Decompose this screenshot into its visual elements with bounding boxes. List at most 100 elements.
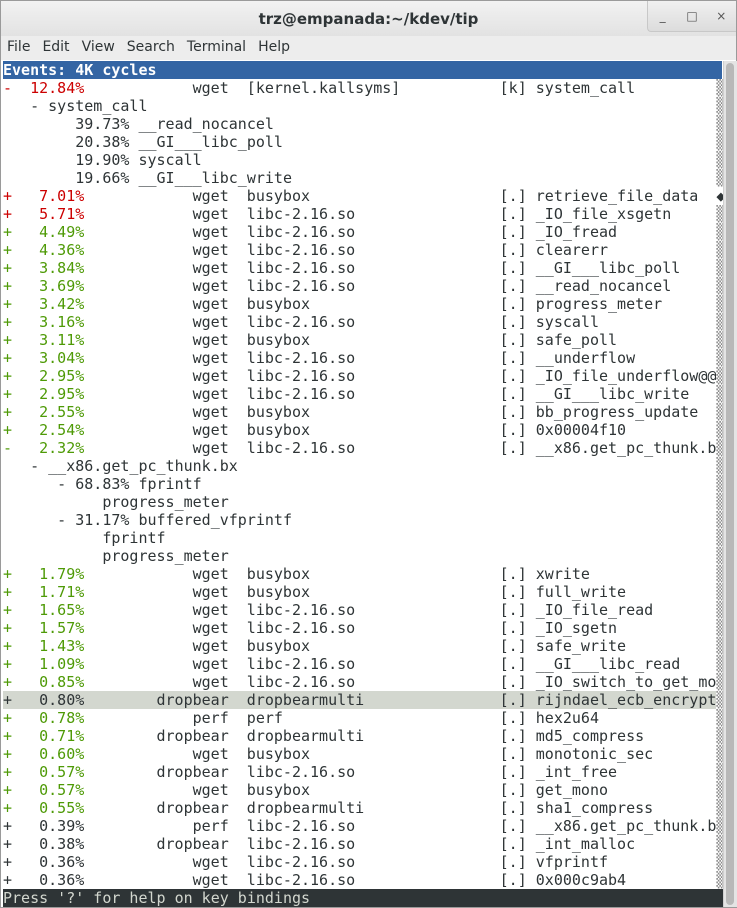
callchain-row[interactable]: 19.66% __GI___libc_write ▒	[3, 169, 725, 187]
symbol-name: 0x00004f10	[535, 421, 627, 439]
menu-terminal[interactable]: Terminal	[186, 39, 247, 55]
hist-entry-row[interactable]: - 2.32% wget libc-2.16.so [.] __x86.get_pc_th…	[3, 439, 725, 457]
symbol-level: [.]	[499, 439, 527, 457]
symbol-level: [.]	[499, 709, 527, 727]
status-text: Press '?' for help on key bindings	[3, 889, 311, 907]
scroll-track-glyph: ▒	[716, 151, 726, 169]
hist-entry-row[interactable]: +3.69% wget libc-2.16.so [.] __read_nocancel…	[3, 277, 725, 295]
scroll-track-glyph: ▒	[716, 655, 726, 673]
hist-entry-row[interactable]: +2.54% wget busybox [.] 0x00004f10 ▒	[3, 421, 725, 439]
scroll-track-glyph: ▒	[716, 817, 726, 835]
hist-entry-row[interactable]: +1.43% wget busybox [.] safe_write ▒	[3, 637, 725, 655]
expand-toggle: -	[3, 439, 13, 457]
callchain-entry: fprintf	[102, 529, 166, 547]
hist-entry-row[interactable]: +1.57% wget libc-2.16.so [.] _IO_sgetn ▒	[3, 619, 725, 637]
hist-entry-row[interactable]: +0.57% wget busybox [.] get_mono ▒	[3, 781, 725, 799]
scroll-track-glyph: ▒	[716, 709, 726, 727]
symbol-name: __x86.get_pc_thunk.b	[535, 439, 717, 457]
symbol-name: progress_meter	[535, 295, 663, 313]
hist-entry-row[interactable]: +0.57% dropbear libc-2.16.so [.] _int_free ▒	[3, 763, 725, 781]
shared-object: libc-2.16.so	[246, 871, 356, 889]
callchain-row[interactable]: progress_meter ▒	[3, 547, 725, 565]
hist-entry-row[interactable]: +7.01% wget busybox [.] retrieve_file_data ◆	[3, 187, 725, 205]
symbol-name: xwrite	[535, 565, 590, 583]
hist-entry-row[interactable]: +2.55% wget busybox [.] bb_progress_update ▒	[3, 403, 725, 421]
hist-entry-row[interactable]: +0.38% dropbear libc-2.16.so [.] _int_malloc…	[3, 835, 725, 853]
scrollbar[interactable]	[723, 61, 737, 907]
hist-entry-row[interactable]: +3.42% wget busybox [.] progress_meter ▒	[3, 295, 726, 313]
command-name: wget	[192, 241, 229, 259]
maximize-button[interactable]: □	[686, 9, 698, 23]
scroll-track-glyph: ▒	[716, 475, 726, 493]
menu-view[interactable]: View	[81, 39, 115, 55]
shared-object: libc-2.16.so	[246, 619, 356, 637]
callchain-row[interactable]: fprintf ▒	[3, 529, 725, 547]
callchain-row[interactable]: 19.90% syscall ▒	[3, 151, 726, 169]
hist-entry-row[interactable]: +0.55% dropbear dropbearmulti [.] sha1_compr…	[3, 799, 725, 817]
overhead-percent: 0.57%	[39, 763, 85, 781]
hist-entry-row[interactable]: +4.49% wget libc-2.16.so [.] _IO_fread ▒	[3, 223, 725, 241]
callchain-row[interactable]: -68.83% fprintf ▒	[3, 475, 726, 493]
callchain-row[interactable]: -31.17% buffered_vfprintf ▒	[3, 511, 725, 529]
symbol-level: [.]	[499, 601, 527, 619]
hist-entry-row[interactable]: +0.71% dropbear dropbearmulti [.] md5_compre…	[3, 727, 725, 745]
callchain-row[interactable]: - __x86.get_pc_thunk.bx ▒	[3, 457, 725, 475]
menu-search[interactable]: Search	[126, 39, 175, 55]
status-line: Press '?' for help on key bindings	[3, 889, 723, 907]
hist-entry-row[interactable]: +3.11% wget busybox [.] safe_poll ▒	[3, 331, 725, 349]
hist-entry-row[interactable]: +0.78% perf perf [.] hex2u64 ▒	[3, 709, 726, 727]
callchain-row[interactable]: - system_call ▒	[3, 97, 725, 115]
symbol-level: [.]	[499, 835, 527, 853]
hist-entry-row[interactable]: +5.71% wget libc-2.16.so [.] _IO_file_xsgetn…	[3, 205, 725, 223]
scrollbar-thumb[interactable]	[726, 63, 734, 905]
hist-entry-row[interactable]: +2.95% wget libc-2.16.so [.] _IO_file_underf…	[3, 367, 725, 385]
menu-file[interactable]: File	[7, 39, 31, 55]
hist-entry-row[interactable]: +0.80% dropbear dropbearmulti [.] rijndael_e…	[3, 691, 725, 709]
hist-entry-row[interactable]: -12.84% wget [kernel.kallsyms] [k] system_ca…	[3, 79, 725, 97]
command-name: wget	[192, 583, 229, 601]
hist-entry-row[interactable]: +0.36% wget libc-2.16.so [.] vfprintf ▒	[3, 853, 725, 871]
scroll-track-glyph: ▒	[716, 493, 726, 511]
shared-object: libc-2.16.so	[246, 601, 356, 619]
callchain-row[interactable]: 20.38% __GI___libc_poll ▒	[3, 133, 725, 151]
symbol-name: monotonic_sec	[535, 745, 654, 763]
hist-entry-row[interactable]: +1.71% wget busybox [.] full_write ▒	[3, 583, 725, 601]
hist-entry-row[interactable]: +1.65% wget libc-2.16.so [.] _IO_file_read ▒	[3, 601, 725, 619]
terminal-content[interactable]: Events: 4K cycles Press '?' for help on …	[3, 61, 726, 907]
scroll-track-glyph: ▒	[716, 241, 726, 259]
command-name: wget	[192, 781, 229, 799]
menu-help[interactable]: Help	[258, 39, 290, 55]
minimize-button[interactable]: _	[659, 9, 666, 23]
command-name: wget	[192, 673, 229, 691]
hist-entry-row[interactable]: +1.09% wget libc-2.16.so [.] __GI___libc_rea…	[3, 655, 726, 673]
hist-entry-row[interactable]: +4.36% wget libc-2.16.so [.] clearerr ▒	[3, 241, 726, 259]
callchain-row[interactable]: progress_meter ▒	[3, 493, 726, 511]
scroll-track-glyph: ▒	[716, 565, 726, 583]
hist-entry-row[interactable]: +1.79% wget busybox [.] xwrite ▒	[3, 565, 726, 583]
hist-entry-row[interactable]: +2.95% wget libc-2.16.so [.] __GI___libc_wri…	[3, 385, 725, 403]
hist-entry-row[interactable]: +0.36% wget libc-2.16.so [.] 0x000c9ab4 ▒	[3, 871, 725, 889]
command-name: wget	[192, 871, 229, 889]
shared-object: libc-2.16.so	[246, 259, 356, 277]
close-button[interactable]: ×	[716, 9, 727, 23]
expand-toggle: +	[3, 637, 13, 655]
command-name: perf	[192, 709, 229, 727]
scroll-track-glyph: ▒	[716, 295, 726, 313]
title-bar[interactable]: trz@empanada:~/kdev/tip _ □ ×	[1, 1, 736, 36]
callchain-row[interactable]: 39.73% __read_nocancel ▒	[3, 115, 725, 133]
hist-entry-row[interactable]: +3.04% wget libc-2.16.so [.] __underflow ▒	[3, 349, 725, 367]
hist-entry-row[interactable]: +3.16% wget libc-2.16.so [.] syscall ▒	[3, 313, 725, 331]
hist-entry-row[interactable]: +0.39% perf libc-2.16.so [.] __x86.get_pc_th…	[3, 817, 726, 835]
callchain-entry: progress_meter	[102, 493, 229, 511]
expand-toggle: +	[3, 349, 13, 367]
window-controls: _ □ ×	[647, 1, 736, 32]
menu-edit[interactable]: Edit	[42, 39, 70, 55]
overhead-percent: 1.09%	[39, 655, 85, 673]
hist-entry-row[interactable]: +0.85% wget libc-2.16.so [.] _IO_switch_to_g…	[3, 673, 725, 691]
hist-entry-row[interactable]: +3.84% wget libc-2.16.so [.] __GI___libc_pol…	[3, 259, 725, 277]
hist-entry-row[interactable]: +0.60% wget busybox [.] monotonic_sec ▒	[3, 745, 725, 763]
symbol-name: _IO_file_read	[535, 601, 654, 619]
expand-toggle: +	[3, 187, 13, 205]
callchain-entry: progress_meter	[102, 547, 229, 565]
symbol-level: [.]	[499, 295, 527, 313]
